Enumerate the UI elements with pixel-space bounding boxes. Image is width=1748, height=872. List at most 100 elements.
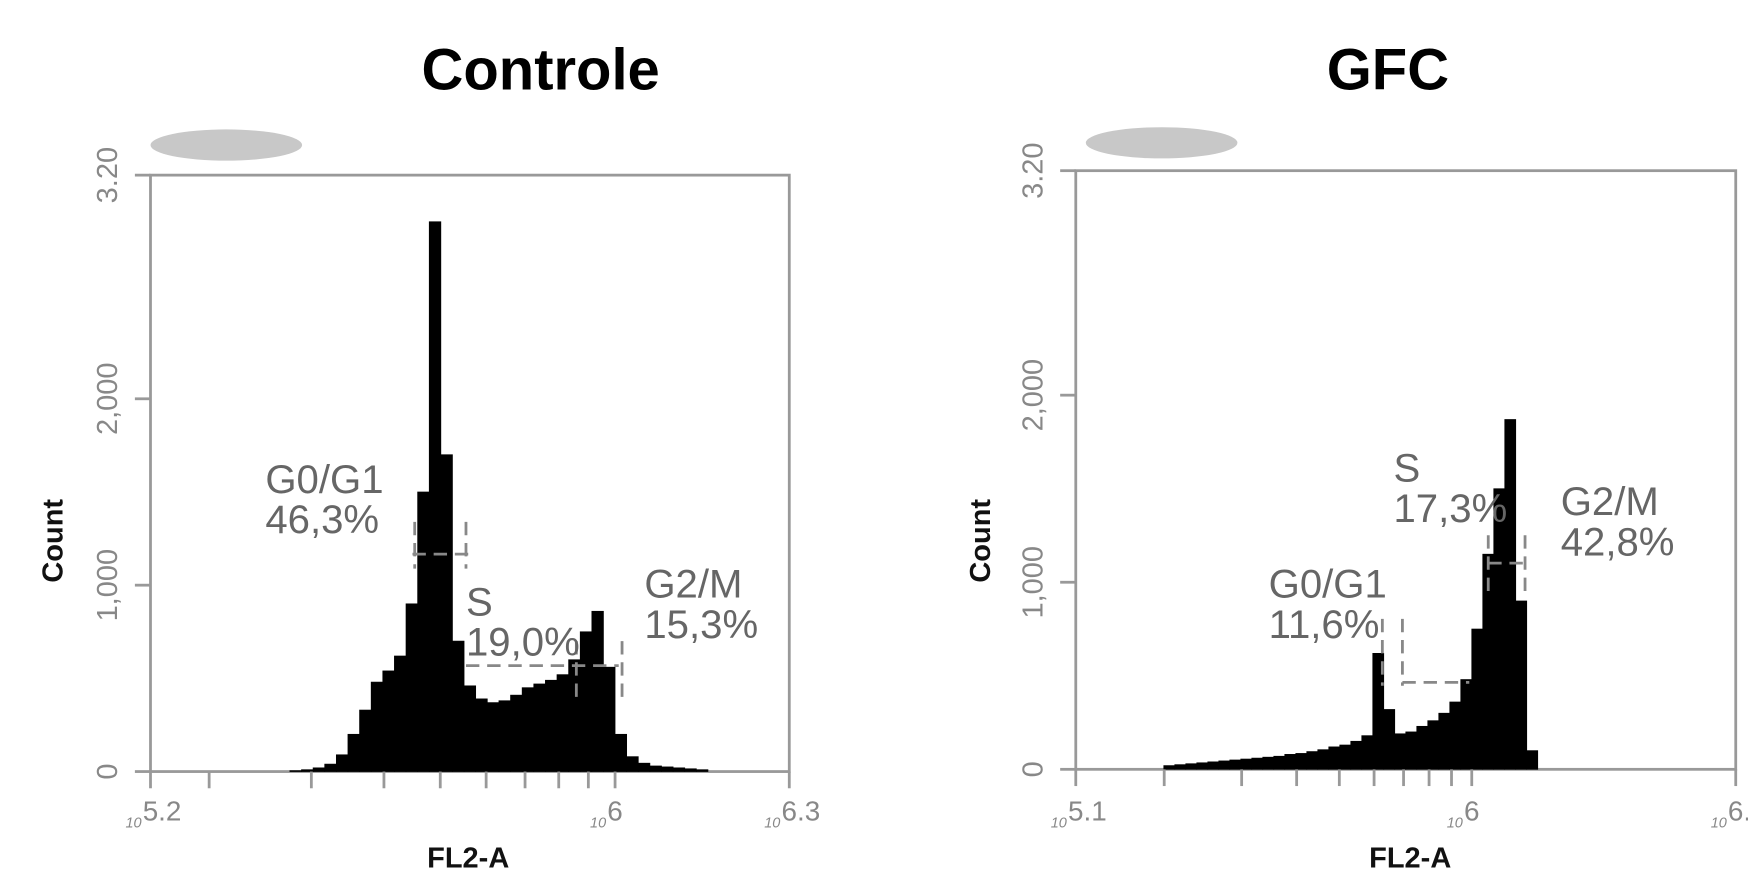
x-tick-base: 10 (125, 815, 141, 831)
histogram-bar (335, 754, 349, 772)
histogram-bar (533, 683, 546, 772)
gate-name: S (466, 579, 493, 624)
histogram-bar (556, 674, 569, 772)
histogram-bar (359, 709, 372, 772)
gate-percent: 11,6% (1269, 602, 1380, 647)
gate-badge (1085, 127, 1238, 159)
histogram-bar (312, 767, 326, 772)
histogram-bar (1416, 725, 1429, 770)
histogram-bar (1229, 759, 1242, 770)
x-tick-label: 6 (1464, 796, 1480, 827)
histogram-bar (579, 631, 593, 772)
histogram-bar (626, 756, 639, 772)
gate-percent: 19,0% (466, 620, 580, 665)
x-tick-base: 10 (764, 815, 780, 831)
histogram-bar (1185, 763, 1198, 770)
histogram-bar (324, 763, 337, 772)
histogram-bar (1427, 720, 1440, 770)
chart-title: GFC (1327, 38, 1449, 102)
histogram-bar (452, 640, 465, 772)
x-tick-label: 5.1 (1068, 796, 1107, 827)
histogram-bar (1449, 701, 1462, 770)
x-tick-base: 10 (1051, 815, 1067, 831)
x-tick-base: 10 (590, 815, 606, 831)
histogram-bar (370, 681, 384, 772)
y-tick-label: 3.20 (1017, 142, 1049, 198)
chart-title: Controle (422, 38, 660, 102)
histogram-bar (1218, 760, 1231, 770)
histogram-bar (684, 768, 697, 772)
histogram-bar (672, 767, 686, 772)
x-tick-base: 10 (1447, 815, 1463, 831)
histogram-bar (486, 702, 500, 772)
y-axis-title: Count (965, 499, 997, 583)
histogram-bar (1460, 679, 1473, 770)
y-tick-label: 0 (1017, 761, 1049, 777)
histogram-bar (1240, 758, 1253, 770)
histogram-bar (1405, 731, 1418, 770)
gate-percent: 15,3% (644, 602, 758, 647)
x-tick-label: 6.6 (1728, 796, 1748, 827)
x-tick-label: 6 (607, 796, 623, 827)
histogram-bar (1328, 746, 1341, 770)
y-tick-label: 2,000 (1017, 359, 1049, 431)
histogram-bar (637, 762, 651, 772)
gate-name: G2/M (644, 562, 742, 607)
gate-percent: 17,3% (1393, 486, 1507, 531)
histogram-bar (1284, 754, 1297, 770)
histogram-bar (382, 670, 395, 772)
histogram-bar (1295, 753, 1308, 770)
histogram-bar (1163, 765, 1176, 770)
histogram-bar (521, 687, 535, 772)
histogram-bar (510, 694, 523, 772)
gate-percent: 42,8% (1561, 519, 1675, 564)
y-tick-label: 1,000 (92, 549, 124, 622)
histogram-bar (1339, 744, 1352, 770)
y-tick-label: 1,000 (1017, 546, 1049, 618)
gate-percent: 46,3% (265, 497, 379, 542)
histogram-bar (1350, 740, 1363, 770)
histogram-bar (347, 733, 360, 772)
histogram-bar (1394, 733, 1407, 770)
gate-name: G0/G1 (265, 457, 383, 502)
histogram-bar (1471, 628, 1484, 770)
x-tick-label: 6.3 (781, 796, 820, 827)
histogram-bar (614, 733, 628, 772)
histogram-bar (405, 603, 418, 772)
histogram-bar (498, 700, 511, 772)
gate-name: G2/M (1561, 479, 1659, 524)
histogram-bar (1251, 757, 1264, 770)
histogram-bar (1317, 749, 1330, 770)
histogram-bar (463, 685, 477, 772)
histogram-bar (696, 769, 709, 772)
histogram-bar (1504, 419, 1517, 770)
histogram-bar (1306, 751, 1319, 770)
histogram-bar (649, 765, 662, 772)
histogram-bar (1273, 755, 1286, 770)
histogram-bar (301, 769, 314, 772)
x-axis-title: FL2-A (1369, 842, 1451, 872)
y-tick-label: 3.20 (92, 147, 124, 203)
histogram-bar (545, 679, 558, 772)
histogram-bar (1207, 761, 1220, 770)
y-tick-label: 0 (92, 763, 124, 779)
histogram-bar (591, 610, 604, 772)
histogram-bar (603, 666, 616, 772)
histogram-bar (1438, 712, 1451, 770)
histogram-bar (289, 770, 302, 772)
y-tick-label: 2,000 (92, 363, 124, 435)
y-axis-title: Count (37, 499, 69, 583)
histogram-bar (1383, 709, 1396, 770)
histogram-bar (394, 655, 407, 772)
histogram-bar (1262, 756, 1275, 770)
histogram-bar (440, 454, 453, 772)
histogram-bar (1196, 762, 1209, 770)
histogram-bar (661, 766, 674, 772)
gate-name: S (1393, 446, 1420, 491)
histogram-bar (417, 491, 430, 772)
histogram-bar (428, 221, 442, 772)
plot-frame (149, 173, 791, 773)
histogram-bar (475, 698, 488, 772)
gate-name: G0/G1 (1269, 562, 1387, 607)
